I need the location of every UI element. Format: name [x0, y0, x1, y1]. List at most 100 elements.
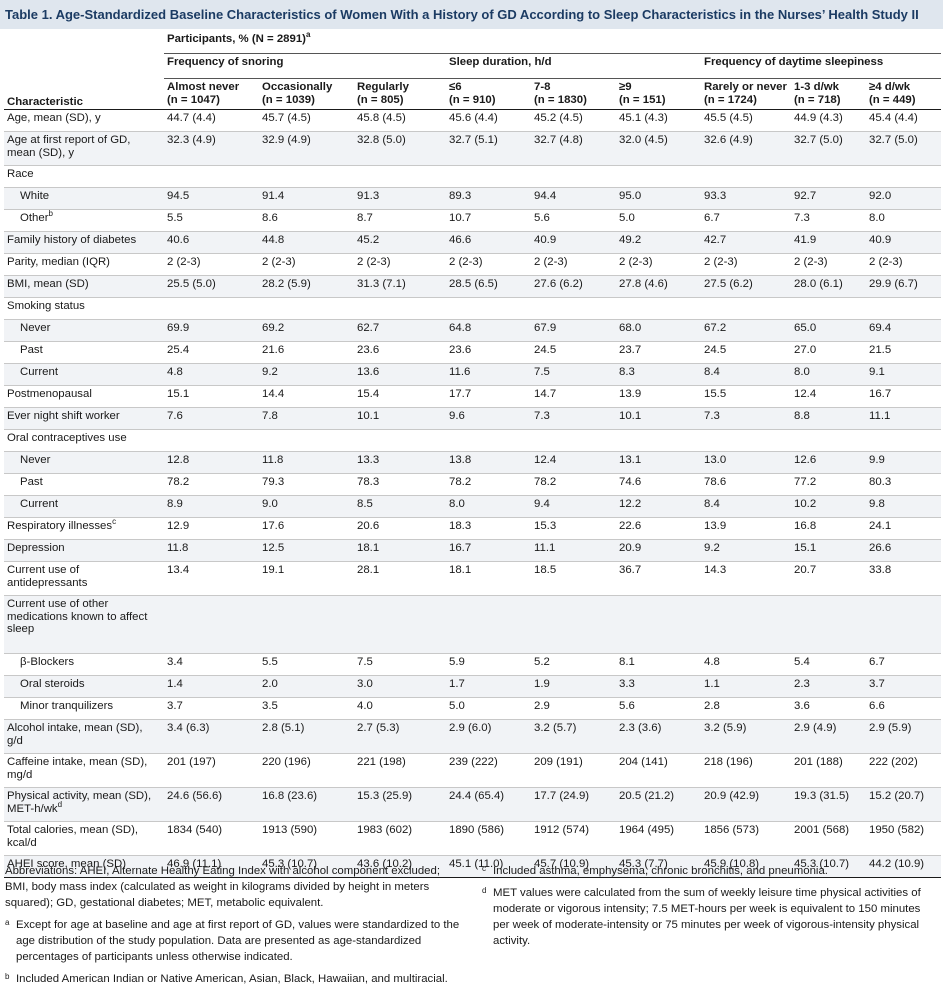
cell-value: [531, 595, 616, 654]
cell-value: 3.6: [791, 697, 866, 720]
column-header: 7-8 (n = 1830): [531, 78, 616, 110]
cell-value: 201 (197): [164, 753, 259, 788]
column-header: ≥4 d/wk (n = 449): [866, 78, 942, 110]
cell-value: [446, 595, 531, 654]
cell-value: 18.1: [354, 539, 446, 562]
row-label: Current: [4, 495, 164, 518]
cell-value: 1834 (540): [164, 821, 259, 856]
row-label: Total calories, mean (SD), kcal/d: [4, 821, 164, 856]
cell-value: 12.9: [164, 517, 259, 540]
cell-value: 45.9 (10.8): [701, 855, 791, 878]
cell-value: 3.3: [616, 675, 701, 698]
table-row: BMI, mean (SD) 25.5 (5.0) 28.2 (5.9) 31.3 (…: [4, 275, 942, 298]
cell-value: 13.6: [354, 363, 446, 386]
cell-value: [164, 165, 259, 188]
footnote-mark: d: [482, 886, 487, 895]
cell-value: 5.0: [446, 697, 531, 720]
table-row: Depression 11.8 12.5 18.1 16.7 11.1 20.9 9.2 15.…: [4, 539, 942, 562]
footnote-a: a Except for age at baseline and age at …: [5, 917, 460, 971]
cell-value: 24.4 (65.4): [446, 787, 531, 822]
cell-value: [531, 297, 616, 320]
cell-value: 65.0: [791, 319, 866, 342]
cell-value: 13.3: [354, 451, 446, 474]
footnotes-left: Abbreviations: AHEI, Alternate Healthy E…: [5, 863, 460, 993]
cell-value: 45.3 (7.7): [616, 855, 701, 878]
cell-value: 74.6: [616, 473, 701, 496]
table-row: Oral steroids 1.4 2.0 3.0 1.7 1.9 3.3 1.1 2.3 3.7: [4, 675, 942, 698]
cell-value: [791, 165, 866, 188]
cell-value: 2 (2-3): [446, 253, 531, 276]
cell-value: 24.6 (56.6): [164, 787, 259, 822]
cell-value: 16.7: [866, 385, 942, 408]
cell-value: 45.2 (4.5): [531, 109, 616, 132]
cell-value: 14.4: [259, 385, 354, 408]
cell-value: 6.6: [866, 697, 942, 720]
cell-value: 10.2: [791, 495, 866, 518]
cell-value: 45.2: [354, 231, 446, 254]
row-label: Ever night shift worker: [4, 407, 164, 430]
cell-value: 8.9: [164, 495, 259, 518]
cell-value: 21.5: [866, 341, 942, 364]
row-label: Respiratory illnessesc: [4, 517, 164, 540]
cell-value: 8.0: [866, 209, 942, 232]
cell-value: 2.0: [259, 675, 354, 698]
row-label: Alcohol intake, mean (SD), g/d: [4, 719, 164, 754]
header-blank: [4, 54, 164, 79]
cell-value: 32.3 (4.9): [164, 131, 259, 166]
cell-value: 3.5: [259, 697, 354, 720]
cell-value: 40.9: [531, 231, 616, 254]
table-row: Current 4.8 9.2 13.6 11.6 7.5 8.3 8.4 8.0 9.1: [4, 363, 942, 386]
cell-value: 5.0: [616, 209, 701, 232]
cell-value: 41.9: [791, 231, 866, 254]
cell-value: 19.1: [259, 561, 354, 596]
table-body: Age, mean (SD), y 44.7 (4.4) 45.7 (4.5) 45.…: [4, 109, 942, 878]
cell-value: 16.8 (23.6): [259, 787, 354, 822]
cell-value: [259, 429, 354, 452]
table-row: Current 8.9 9.0 8.5 8.0 9.4 12.2 8.4 10.2 9.8: [4, 495, 942, 518]
cell-value: 13.8: [446, 451, 531, 474]
cell-value: 16.8: [791, 517, 866, 540]
cell-value: 11.8: [259, 451, 354, 474]
cell-value: 89.3: [446, 187, 531, 210]
cell-value: [791, 429, 866, 452]
row-label: Postmenopausal: [4, 385, 164, 408]
column-header: Regularly (n = 805): [354, 78, 446, 110]
cell-value: 11.8: [164, 539, 259, 562]
cell-value: 28.1: [354, 561, 446, 596]
cell-value: 78.2: [164, 473, 259, 496]
cell-value: 2 (2-3): [531, 253, 616, 276]
cell-value: 5.9: [446, 653, 531, 676]
cell-value: [616, 297, 701, 320]
cell-value: 239 (222): [446, 753, 531, 788]
cell-value: 15.1: [164, 385, 259, 408]
cell-value: 9.8: [866, 495, 942, 518]
cell-value: [791, 595, 866, 654]
table-row: Otherb 5.5 8.6 8.7 10.7 5.6 5.0 6.7 7.3 8.0: [4, 209, 942, 232]
cell-value: 1.4: [164, 675, 259, 698]
cell-value: 1856 (573): [701, 821, 791, 856]
cell-value: 32.0 (4.5): [616, 131, 701, 166]
cell-value: 78.2: [531, 473, 616, 496]
cell-value: 9.2: [701, 539, 791, 562]
cell-value: [616, 595, 701, 654]
cell-value: 13.9: [616, 385, 701, 408]
cell-value: 20.9 (42.9): [701, 787, 791, 822]
cell-value: 45.8 (4.5): [354, 109, 446, 132]
cell-value: 46.9 (11.1): [164, 855, 259, 878]
cell-value: [446, 429, 531, 452]
cell-value: 2.8 (5.1): [259, 719, 354, 754]
cell-value: [701, 165, 791, 188]
cell-value: [866, 297, 942, 320]
row-label: Family history of diabetes: [4, 231, 164, 254]
cell-value: 8.0: [791, 363, 866, 386]
cell-value: 3.2 (5.7): [531, 719, 616, 754]
row-label: Never: [4, 319, 164, 342]
cell-value: 15.3 (25.9): [354, 787, 446, 822]
cell-value: 28.2 (5.9): [259, 275, 354, 298]
cell-value: 2.9 (6.0): [446, 719, 531, 754]
cell-value: 222 (202): [866, 753, 942, 788]
footnote-text: Except for age at baseline and age at fi…: [16, 919, 460, 963]
cell-value: 32.8 (5.0): [354, 131, 446, 166]
cell-value: 2.3 (3.6): [616, 719, 701, 754]
row-label: Age at first report of GD, mean (SD), y: [4, 131, 164, 166]
